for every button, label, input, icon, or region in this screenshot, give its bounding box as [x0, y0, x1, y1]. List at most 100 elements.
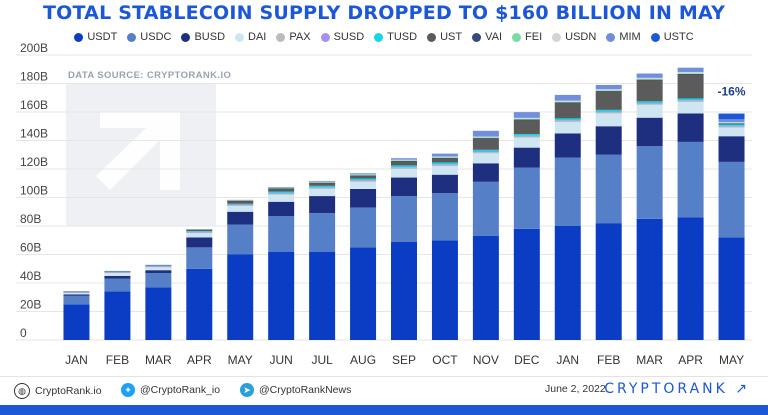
bar-segment-dai	[227, 206, 254, 212]
bar-segment-ust	[350, 175, 377, 179]
bar-segment-ust	[227, 200, 254, 204]
x-tick-label: APR	[187, 353, 212, 367]
bar-segment-usdt	[104, 291, 131, 340]
bar-segment-usdc	[350, 207, 377, 248]
bar-segment-tusd	[636, 101, 663, 104]
bar-stack-14	[636, 73, 663, 340]
bar-segment-fei	[227, 200, 254, 201]
bar-segment-vai	[268, 188, 295, 189]
legend-label: UST	[440, 31, 463, 43]
bar-segment-ust	[677, 74, 704, 99]
chart-legend: USDT USDC BUSD DAI PAX SUSD TUSD UST VAI FEI USDN M…	[0, 31, 768, 43]
bar-segment-mim	[718, 119, 745, 123]
bar-segment-usdc	[554, 157, 581, 226]
bar-segment-tusd	[186, 231, 213, 232]
footer-twitter[interactable]: ✦ @CryptoRank_io	[121, 383, 220, 397]
bar-segment-mim	[350, 173, 377, 175]
bar-segment-usdt	[350, 247, 377, 340]
x-tick-label: MAR	[636, 353, 663, 367]
bar-segment-dai	[63, 292, 90, 295]
x-tick-label: MAY	[228, 353, 253, 367]
bar-segment-busd	[431, 174, 458, 194]
legend-label: USDT	[87, 31, 118, 43]
legend-label: SUSD	[333, 31, 365, 43]
bar-segment-usdc	[227, 224, 254, 255]
change-annotation: -16%	[718, 85, 746, 99]
bar-segment-pax	[268, 193, 295, 195]
chart-title: TOTAL STABLECOIN SUPPLY DROPPED TO $160 …	[42, 2, 726, 24]
footer-telegram[interactable]: ➤ @CryptoRankNews	[240, 383, 351, 397]
legend-swatch	[74, 32, 84, 42]
footer-site[interactable]: ◍ CryptoRank.io	[14, 383, 102, 399]
bar-segment-ust	[186, 229, 213, 232]
legend-swatch	[472, 32, 482, 42]
legend-item-fei: FEI	[512, 31, 542, 43]
bar-segment-busd	[513, 147, 540, 168]
legend-label: DAI	[248, 31, 267, 43]
twitter-icon: ✦	[121, 383, 135, 397]
bar-segment-usdn	[391, 159, 417, 161]
bar-segment-ustc	[718, 113, 745, 120]
bar-segment-usdn	[227, 199, 254, 201]
bar-segment-busd	[595, 126, 622, 155]
bar-segment-mim	[513, 112, 540, 118]
legend-item-usdc: USDC	[127, 31, 171, 43]
bar-segment-ust	[636, 79, 663, 102]
y-tick-label: 200B	[20, 41, 48, 55]
legend-label: MIM	[619, 31, 641, 43]
bar-segment-dai	[186, 233, 213, 238]
bar-stack-1	[104, 270, 131, 340]
bar-segment-usdt	[677, 217, 704, 340]
bar-segment-usdn	[431, 156, 458, 158]
bar-segment-busd	[309, 196, 336, 214]
watermark: DATA SOURCE: CRYPTORANK.IO	[66, 70, 231, 226]
bar-segment-ust	[391, 161, 417, 166]
bar-stack-2	[145, 264, 172, 340]
bar-segment-fei	[391, 160, 417, 161]
bar-stack-16	[718, 113, 745, 340]
bar-segment-usdc	[268, 216, 295, 252]
bar-segment-busd	[472, 163, 499, 182]
footer: ◍ CryptoRank.io ✦ @CryptoRank_io ➤ @Cryp…	[0, 380, 768, 402]
bar-segment-vai	[309, 182, 336, 184]
y-tick-label: 140B	[20, 127, 48, 141]
legend-label: USDC	[140, 31, 172, 43]
bar-segment-dai	[145, 267, 172, 271]
footer-telegram-label: @CryptoRankNews	[259, 384, 352, 396]
bar-segment-busd	[636, 117, 663, 147]
globe-icon: ◍	[14, 383, 30, 399]
bar-segment-susd	[513, 135, 540, 137]
bar-segment-usdn	[268, 187, 295, 188]
bar-segment-susd	[677, 100, 704, 101]
legend-item-mim: MIM	[606, 31, 641, 43]
legend-label: BUSD	[194, 31, 226, 43]
bar-segment-tusd	[391, 165, 417, 168]
bar-segment-fei	[636, 78, 663, 80]
y-tick-label: 0	[20, 326, 27, 340]
legend-item-usdt: USDT	[74, 31, 117, 43]
x-tick-label: FEB	[597, 353, 620, 367]
bar-stack-8	[391, 158, 417, 340]
bar-segment-busd	[63, 294, 90, 296]
legend-label: USTC	[663, 31, 694, 43]
telegram-icon: ➤	[240, 383, 254, 397]
x-tick-label: JAN	[556, 353, 579, 367]
bar-segment-susd	[391, 167, 417, 168]
brand-logo[interactable]: CRYPTORANK ↗	[604, 381, 750, 397]
bar-segment-usdt	[309, 251, 336, 340]
bar-segment-usdt	[513, 228, 540, 340]
bar-segment-usdc	[718, 161, 745, 238]
bar-segment-susd	[227, 204, 254, 206]
bar-segment-usdt	[391, 241, 417, 340]
bar-segment-usdn	[636, 77, 663, 79]
bar-stack-0	[63, 290, 90, 340]
bar-segment-tusd	[145, 265, 172, 267]
bar-segment-dai	[718, 127, 745, 137]
bar-segment-tusd	[513, 134, 540, 136]
bar-segment-dai	[431, 166, 458, 175]
y-tick-label: 20B	[20, 298, 41, 312]
bar-segment-busd	[227, 211, 254, 225]
y-tick-label: 160B	[20, 98, 48, 112]
bar-segment-usdc	[636, 146, 663, 219]
legend-item-susd: SUSD	[320, 31, 365, 43]
